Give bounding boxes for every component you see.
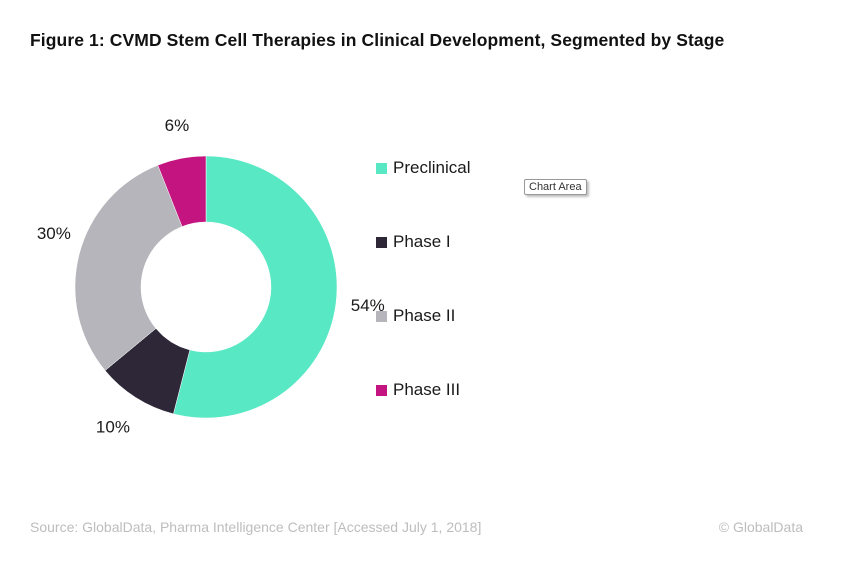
- data-label-phase-ii: 30%: [37, 224, 71, 243]
- legend-swatch: [376, 310, 387, 322]
- legend-swatch: [376, 236, 387, 248]
- legend-item-preclinical[interactable]: Preclinical: [376, 158, 470, 178]
- data-label-preclinical: 54%: [351, 296, 385, 315]
- donut-slice-phase-ii[interactable]: [74, 164, 183, 371]
- legend-item-phase-ii[interactable]: Phase II: [376, 306, 455, 326]
- donut-slice-preclinical[interactable]: [173, 155, 338, 419]
- legend-item-phase-i[interactable]: Phase I: [376, 232, 451, 252]
- donut-slices: [74, 155, 338, 419]
- legend-swatch: [376, 384, 387, 396]
- data-labels: 54% 10% 30% 6%: [37, 116, 385, 436]
- legend-label: Phase III: [393, 380, 461, 399]
- legend-label: Preclinical: [393, 158, 471, 177]
- chart-title: Figure 1: CVMD Stem Cell Therapies in Cl…: [30, 30, 725, 50]
- copyright-note: © GlobalData: [718, 519, 803, 535]
- legend-label: Phase I: [393, 232, 451, 251]
- legend-item-phase-iii[interactable]: Phase III: [376, 380, 460, 400]
- chart-area-tooltip: Chart Area: [524, 179, 587, 195]
- legend-swatch: [376, 162, 387, 174]
- source-note: Source: GlobalData, Pharma Intelligence …: [30, 519, 482, 535]
- donut-slice-phase-iii[interactable]: [157, 155, 207, 227]
- data-label-phase-i: 10%: [96, 417, 130, 436]
- legend-label: Phase II: [393, 306, 456, 325]
- data-label-phase-iii: 6%: [165, 116, 190, 135]
